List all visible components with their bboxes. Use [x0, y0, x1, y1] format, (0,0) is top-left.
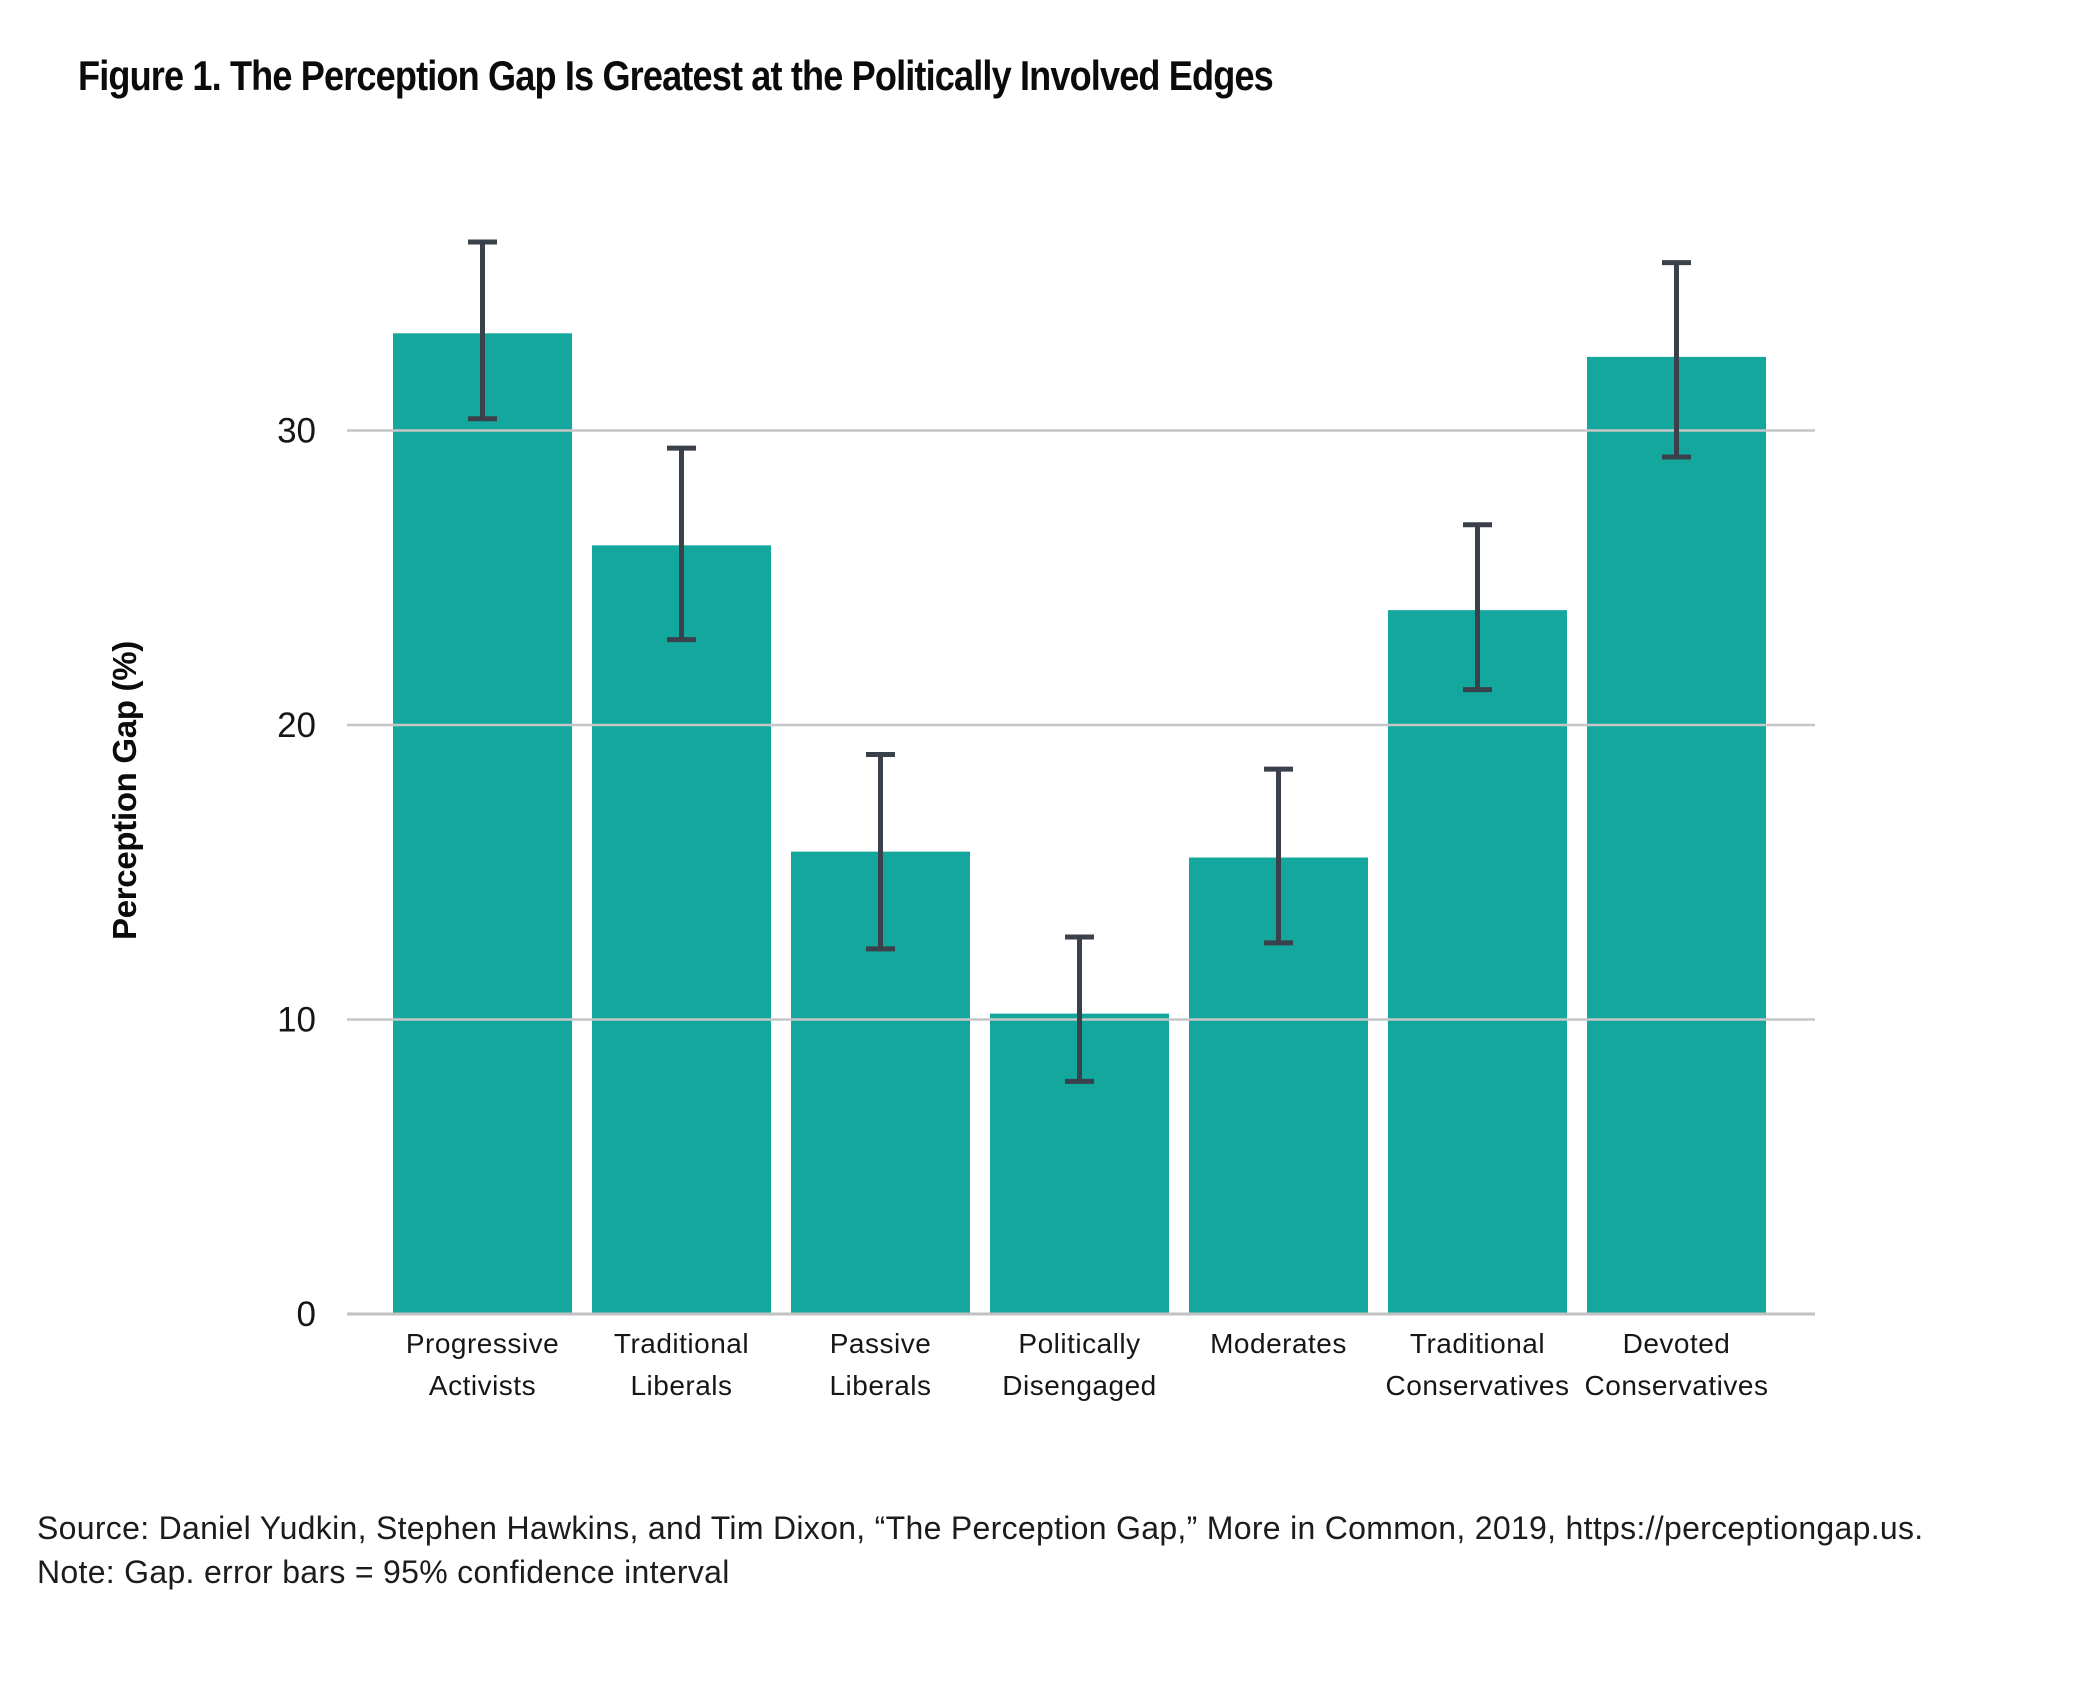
- x-tick-label-moderates: Moderates: [1210, 1328, 1347, 1359]
- x-tick-label-line: Devoted: [1623, 1328, 1731, 1359]
- x-tick-label-line: Politically: [1018, 1328, 1140, 1359]
- x-tick-label-traditional-liberals: Traditional Liberals: [614, 1328, 749, 1401]
- x-tick-label-devoted-conservatives: Devoted Conservatives: [1585, 1328, 1769, 1401]
- error-bar-passive-liberals: [866, 751, 895, 952]
- x-tick-label-line: Passive: [830, 1328, 932, 1359]
- figure-title: Figure 1. The Perception Gap Is Greatest…: [78, 52, 1274, 99]
- x-tick-label-traditional-conservatives: Traditional Conservatives: [1386, 1328, 1570, 1401]
- y-tick-label-0: 0: [297, 1295, 316, 1334]
- x-tick-label-line: Traditional: [1410, 1328, 1545, 1359]
- x-tick-label-progressive-activists: Progressive Activists: [406, 1328, 559, 1401]
- figure-caption: Source: Daniel Yudkin, Stephen Hawkins, …: [37, 1506, 1923, 1594]
- x-tick-label-line: Liberals: [630, 1370, 732, 1401]
- source-line: Source: Daniel Yudkin, Stephen Hawkins, …: [37, 1510, 1924, 1546]
- bar-progressive-activists: [393, 333, 572, 1314]
- x-tick-label-line: Disengaged: [1002, 1370, 1156, 1401]
- error-bar-politically-disengaged: [1065, 934, 1094, 1084]
- x-tick-label-line: Conservatives: [1585, 1370, 1769, 1401]
- y-tick-label-30: 30: [277, 412, 316, 451]
- error-bar-traditional-liberals: [667, 445, 696, 643]
- x-tick-label-passive-liberals: Passive Liberals: [829, 1328, 931, 1401]
- bar-traditional-conservatives: [1388, 610, 1567, 1314]
- x-tick-label-line: Moderates: [1210, 1328, 1347, 1359]
- x-tick-label-line: Traditional: [614, 1328, 749, 1359]
- error-bar-progressive-activists: [468, 239, 497, 422]
- bar-traditional-liberals: [592, 545, 771, 1314]
- error-bar-devoted-conservatives: [1662, 260, 1691, 460]
- y-tick-label-10: 10: [277, 1001, 316, 1040]
- x-tick-label-line: Progressive: [406, 1328, 559, 1359]
- bar-devoted-conservatives: [1587, 356, 1766, 1314]
- note-line: Note: Gap. error bars = 95% confidence i…: [37, 1554, 730, 1590]
- error-bar-moderates: [1264, 766, 1293, 946]
- y-tick-label-20: 20: [277, 706, 316, 745]
- x-tick-label-politically-disengaged: Politically Disengaged: [1002, 1328, 1156, 1401]
- x-tick-label-line: Liberals: [829, 1370, 931, 1401]
- x-tick-label-line: Conservatives: [1386, 1370, 1570, 1401]
- error-bar-traditional-conservatives: [1463, 522, 1492, 693]
- x-tick-label-line: Activists: [429, 1370, 536, 1401]
